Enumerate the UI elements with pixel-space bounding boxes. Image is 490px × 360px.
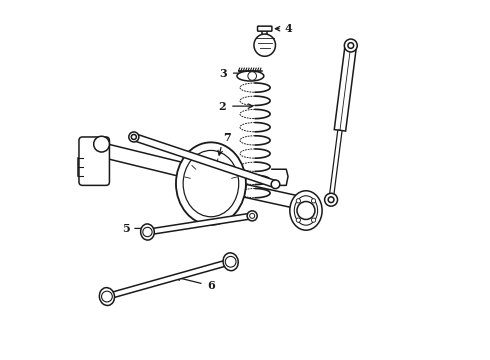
Polygon shape — [91, 141, 182, 176]
Circle shape — [250, 213, 255, 219]
Ellipse shape — [183, 150, 239, 217]
Circle shape — [101, 291, 112, 302]
Ellipse shape — [223, 253, 238, 271]
Polygon shape — [329, 130, 342, 200]
Text: 2: 2 — [219, 101, 226, 112]
Circle shape — [296, 218, 300, 222]
Circle shape — [344, 39, 357, 52]
Circle shape — [131, 134, 136, 139]
Circle shape — [225, 256, 236, 267]
Polygon shape — [244, 184, 304, 210]
Circle shape — [129, 132, 139, 142]
Ellipse shape — [141, 224, 154, 240]
Polygon shape — [254, 34, 275, 56]
Ellipse shape — [237, 71, 264, 81]
Polygon shape — [106, 259, 231, 299]
Text: 5: 5 — [122, 223, 129, 234]
Ellipse shape — [290, 191, 322, 230]
Text: 3: 3 — [220, 68, 227, 78]
Text: 7: 7 — [223, 132, 230, 143]
Circle shape — [247, 211, 257, 221]
Polygon shape — [148, 213, 253, 235]
Circle shape — [94, 136, 109, 152]
Circle shape — [297, 202, 315, 220]
Circle shape — [328, 197, 334, 203]
Circle shape — [312, 199, 316, 203]
FancyBboxPatch shape — [79, 137, 109, 185]
Circle shape — [348, 42, 354, 48]
Ellipse shape — [176, 142, 246, 225]
Circle shape — [271, 180, 280, 189]
Polygon shape — [133, 134, 277, 188]
Ellipse shape — [294, 196, 318, 225]
Ellipse shape — [99, 288, 115, 306]
FancyBboxPatch shape — [258, 26, 272, 31]
Text: 4: 4 — [285, 23, 292, 34]
Circle shape — [312, 218, 316, 222]
Circle shape — [143, 227, 152, 237]
Circle shape — [324, 193, 338, 206]
Polygon shape — [334, 45, 357, 131]
Text: 6: 6 — [207, 280, 215, 291]
Circle shape — [248, 72, 256, 80]
Circle shape — [296, 199, 300, 203]
